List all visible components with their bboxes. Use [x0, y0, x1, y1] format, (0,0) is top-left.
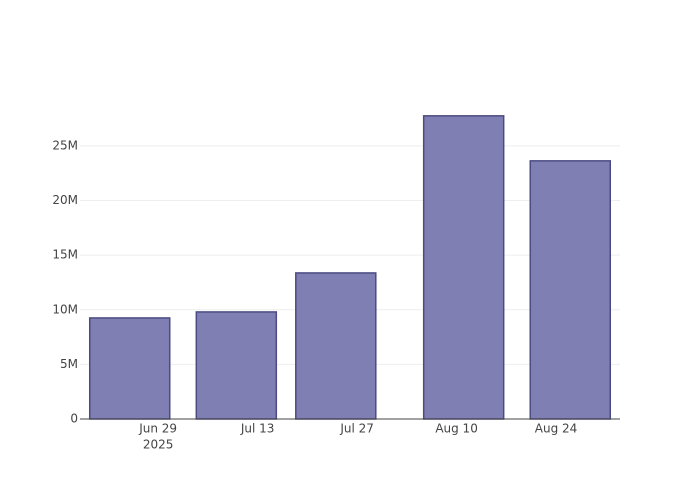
y-tick-label: 25M [52, 138, 78, 152]
x-tick-label: Aug 24 [535, 422, 578, 436]
bar [88, 317, 171, 420]
y-tick-label: 10M [52, 302, 78, 316]
x-tick-label: Jun 29 [138, 422, 177, 436]
y-tick-label: 15M [52, 248, 78, 262]
y-tick-label: 0 [70, 412, 78, 426]
bar [422, 115, 505, 420]
bar [529, 160, 612, 420]
y-tick-label: 5M [60, 357, 78, 371]
x-tick-label: Jul 13 [240, 422, 275, 436]
x-tick-label: Aug 10 [435, 422, 478, 436]
bar [295, 272, 377, 420]
x-tick-label: Jul 27 [339, 422, 374, 436]
bar [195, 311, 278, 420]
y-tick-label: 20M [52, 193, 78, 207]
x-tick-year: 2025 [143, 438, 174, 452]
